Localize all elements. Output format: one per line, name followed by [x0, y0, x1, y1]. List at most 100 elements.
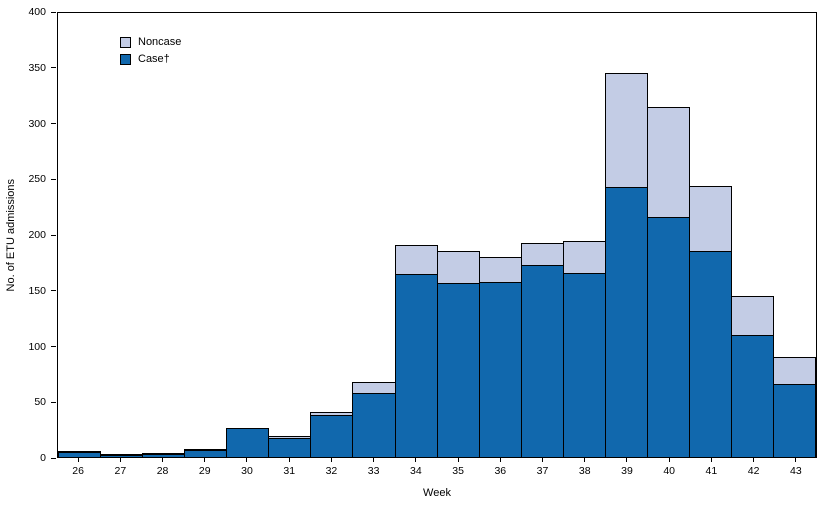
y-tick-mark [51, 290, 56, 292]
case-segment [646, 218, 690, 457]
y-tick-label: 150 [28, 284, 46, 297]
x-tick-label: 28 [156, 465, 169, 477]
case-segment [562, 273, 606, 457]
noncase-swatch-icon [120, 36, 131, 48]
case-segment [394, 274, 438, 457]
y-tick-label: 200 [28, 228, 46, 241]
bars [58, 13, 817, 457]
x-tick-label: 42 [747, 465, 760, 477]
case-segment [142, 454, 186, 457]
x-tick-label: 30 [241, 465, 253, 477]
x-tick-mark [268, 458, 310, 462]
noncase-segment [646, 107, 690, 219]
x-tick-label: 41 [705, 465, 718, 477]
legend-item-noncase: Noncase [120, 36, 181, 48]
case-segment [604, 188, 648, 457]
bar-week-38 [562, 13, 606, 457]
x-tick-mark [226, 458, 268, 462]
x-tick-label: 40 [663, 465, 676, 477]
x-axis-labels: 26 27 28 29 30 31 32 33 34 35 36 37 38 39 40 41 42 43 [57, 465, 817, 477]
x-tick-label: 35 [452, 465, 464, 477]
x-tick-label: 43 [789, 465, 802, 477]
case-segment [310, 415, 354, 457]
x-tick-mark [733, 458, 775, 462]
case-segment [58, 452, 102, 457]
y-tick-label: 250 [28, 173, 46, 185]
noncase-segment [520, 242, 564, 267]
bar-week-27 [100, 13, 144, 457]
legend-item-case: Case† [120, 53, 181, 65]
legend: Noncase Case† [120, 36, 181, 70]
case-segment [520, 266, 564, 457]
case-segment [688, 251, 732, 457]
x-tick-mark [521, 458, 563, 462]
x-tick-mark [99, 458, 141, 462]
x-tick-mark [437, 458, 479, 462]
case-segment [184, 451, 228, 457]
case-segment [226, 428, 270, 457]
case-segment [773, 384, 817, 457]
x-tick-label: 37 [536, 465, 549, 477]
x-tick-label: 29 [198, 465, 211, 477]
y-tick-label: 300 [28, 117, 46, 130]
x-tick-label: 36 [494, 465, 507, 477]
case-segment [352, 393, 396, 457]
y-tick-mark [51, 346, 56, 347]
noncase-segment [773, 357, 817, 385]
y-tick-mark [51, 401, 56, 403]
bar-week-37 [520, 13, 564, 457]
y-tick-mark [51, 123, 56, 124]
y-tick-mark [51, 457, 56, 459]
bar-week-31 [268, 13, 312, 457]
noncase-segment [58, 450, 102, 453]
x-tick-mark [648, 458, 690, 462]
legend-label-noncase: Noncase [138, 36, 182, 48]
x-tick-mark [775, 458, 817, 462]
case-segment [731, 336, 775, 457]
x-tick-mark [353, 458, 395, 462]
x-tick-mark [564, 458, 606, 462]
bar-week-28 [142, 13, 186, 457]
x-tick-label: 38 [578, 465, 591, 477]
noncase-segment [688, 186, 732, 252]
bar-week-40 [646, 13, 690, 457]
y-tick-label: 100 [28, 340, 46, 353]
bar-week-30 [226, 13, 270, 457]
y-tick-label: 50 [34, 396, 46, 408]
bar-week-35 [436, 13, 480, 457]
noncase-segment [352, 381, 396, 394]
bar-week-39 [604, 13, 648, 457]
x-tick-mark [310, 458, 352, 462]
bar-week-42 [731, 13, 775, 457]
case-swatch-icon [120, 53, 131, 65]
y-tick-mark [51, 234, 56, 236]
case-segment [268, 439, 312, 457]
bar-week-43 [773, 13, 817, 457]
y-tick-mark [51, 11, 56, 13]
y-tick-label: 350 [28, 61, 46, 74]
y-axis: 0 50 100 150 200 250 300 350 400 [0, 7, 57, 463]
bar-week-32 [310, 13, 354, 457]
x-tick-label: 33 [367, 465, 380, 477]
noncase-segment [604, 72, 648, 189]
bar-week-26 [58, 13, 102, 457]
x-tick-label: 27 [114, 465, 127, 477]
x-tick-mark [690, 458, 732, 462]
legend-label-case: Case† [138, 53, 170, 65]
y-tick-mark [51, 67, 56, 69]
x-tick-mark [395, 458, 437, 462]
x-tick-mark [184, 458, 226, 462]
noncase-segment [478, 257, 522, 283]
x-tick-mark [141, 458, 183, 462]
case-segment [478, 282, 522, 457]
x-axis-ticks [57, 458, 817, 462]
x-tick-mark [606, 458, 648, 462]
x-tick-label: 26 [72, 465, 84, 477]
x-tick-label: 34 [410, 465, 422, 477]
x-tick-mark [479, 458, 521, 462]
x-tick-label: 31 [283, 465, 296, 477]
plot-area: Noncase Case† [57, 12, 817, 458]
y-tick-label: 0 [40, 451, 46, 464]
y-tick-mark [51, 178, 56, 180]
